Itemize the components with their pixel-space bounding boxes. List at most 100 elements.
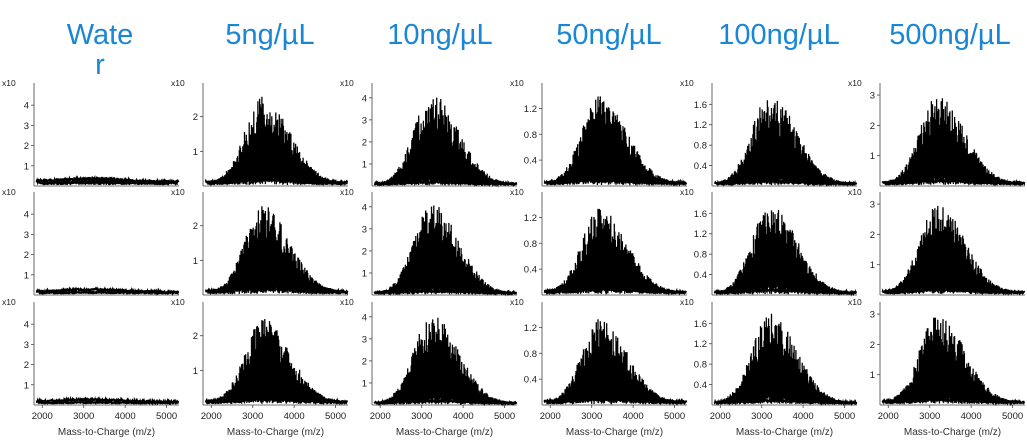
y-multiplier-label: x10 [848, 78, 862, 88]
y-tick-label: 3 [362, 115, 367, 126]
y-tick-label: 1 [362, 159, 367, 170]
y-tick-label: 2 [870, 230, 875, 241]
x-axis-label: Mass-to-Charge (m/z) [566, 427, 663, 438]
x-tick-label: 4000 [793, 411, 814, 422]
y-tick-label: 3 [870, 91, 875, 102]
spectrum-peaks [546, 96, 686, 186]
spectrum-panel: x10 1 2 3 4 [2, 187, 180, 297]
spectrum-panel: x10 0.4 0.8 1.2 1.6 [680, 78, 858, 188]
y-multiplier-label: x10 [680, 78, 694, 88]
y-multiplier-label: x10 [171, 297, 185, 307]
column-title: 50ng/µL [556, 19, 662, 51]
x-tick-label: 4000 [115, 411, 136, 422]
column-title: 10ng/µL [387, 19, 493, 51]
y-tick-label: 1.2 [524, 323, 537, 334]
y-tick-label: 4 [24, 101, 29, 112]
x-tick-label: 2000 [370, 411, 391, 422]
spectrum-peaks [207, 96, 347, 186]
y-tick-label: 1 [193, 147, 198, 158]
y-tick-label: 2 [24, 360, 29, 371]
spectrum-panel: x10 0.4 0.8 1.2 1.6 [680, 187, 857, 297]
x-axis-label: Mass-to-Charge (m/z) [227, 427, 324, 438]
y-tick-label: 3 [362, 224, 367, 235]
x-axis-label: Mass-to-Charge (m/z) [904, 427, 1001, 438]
y-multiplier-label: x10 [2, 187, 16, 197]
y-tick-label: 2 [362, 246, 367, 257]
spectrum-panel: x10 1 2 3 4 [340, 78, 518, 188]
spectrum-peaks [376, 205, 516, 295]
y-multiplier-label: x10 [848, 187, 862, 197]
y-tick-label: 1.2 [524, 213, 537, 224]
column-title: 5ng/µL [225, 19, 315, 51]
x-tick-label: 5000 [834, 411, 855, 422]
y-tick-label: 1.2 [694, 120, 707, 131]
y-tick-label: 3 [870, 200, 875, 211]
x-tick-label: 5000 [156, 411, 177, 422]
y-tick-label: 0.4 [524, 265, 537, 276]
y-tick-label: 2 [193, 331, 198, 342]
y-tick-label: 0.4 [694, 270, 707, 281]
x-tick-label: 5000 [494, 411, 515, 422]
spectrum-peaks [716, 100, 856, 186]
spectrum-peaks [207, 206, 347, 295]
x-tick-label: 2000 [201, 411, 222, 422]
y-tick-label: 2 [870, 121, 875, 132]
y-multiplier-label: x10 [171, 78, 185, 88]
spectrum-peaks [884, 205, 1024, 295]
y-multiplier-label: x10 [340, 78, 354, 88]
y-tick-label: 0.8 [524, 239, 537, 250]
x-axis-label: Mass-to-Charge (m/z) [736, 427, 833, 438]
y-tick-label: 0.4 [524, 156, 537, 167]
y-multiplier-label: x10 [680, 297, 694, 307]
y-tick-label: 1 [870, 151, 875, 162]
y-tick-label: 4 [24, 320, 29, 331]
y-tick-label: 1 [870, 370, 875, 381]
x-tick-label: 5000 [664, 411, 685, 422]
x-tick-label: 4000 [284, 411, 305, 422]
x-tick-label: 3000 [73, 411, 94, 422]
y-tick-label: 1 [24, 380, 29, 391]
y-multiplier-label: x10 [848, 297, 862, 307]
y-tick-label: 0.8 [524, 349, 537, 360]
spectrum-peaks [546, 208, 686, 295]
y-tick-label: 0.8 [524, 130, 537, 141]
y-multiplier-label: x10 [171, 187, 185, 197]
spectrum-peaks [376, 97, 516, 186]
y-tick-label: 1.6 [694, 100, 707, 111]
y-tick-label: 4 [362, 312, 367, 323]
y-tick-label: 3 [870, 310, 875, 321]
spectrum-panel: x10 1 2 [171, 78, 349, 187]
y-tick-label: 3 [24, 230, 29, 241]
y-tick-label: 0.8 [694, 250, 707, 261]
y-tick-label: 0.8 [694, 360, 707, 371]
y-tick-label: 1.6 [694, 209, 707, 220]
y-tick-label: 1 [193, 256, 198, 267]
y-tick-label: 2 [24, 141, 29, 152]
x-tick-label: 4000 [623, 411, 644, 422]
spectrum-peaks [884, 317, 1024, 405]
column-title: 500ng/µL [889, 19, 1011, 51]
spectrum-panel: x10 1 2 3 4 [2, 78, 180, 187]
spectrum-panel: x10 0.4 0.8 1.2 [510, 187, 688, 296]
x-tick-label: 4000 [961, 411, 982, 422]
x-tick-label: 2000 [540, 411, 561, 422]
y-tick-label: 1 [24, 161, 29, 172]
x-tick-label: 3000 [919, 411, 940, 422]
x-axis-label: Mass-to-Charge (m/z) [58, 427, 155, 438]
y-tick-label: 4 [362, 202, 367, 213]
y-multiplier-label: x10 [340, 297, 354, 307]
y-tick-label: 3 [362, 334, 367, 345]
y-tick-label: 1.6 [694, 319, 707, 330]
spectrum-panel: x10 1 2 [171, 187, 349, 296]
y-tick-label: 4 [362, 93, 367, 104]
y-tick-label: 3 [24, 121, 29, 132]
spectrum-peaks [376, 317, 516, 405]
x-tick-label: 5000 [1002, 411, 1023, 422]
y-tick-label: 3 [24, 340, 29, 351]
y-multiplier-label: x10 [510, 78, 524, 88]
y-multiplier-label: x10 [680, 187, 694, 197]
x-tick-label: 3000 [242, 411, 263, 422]
